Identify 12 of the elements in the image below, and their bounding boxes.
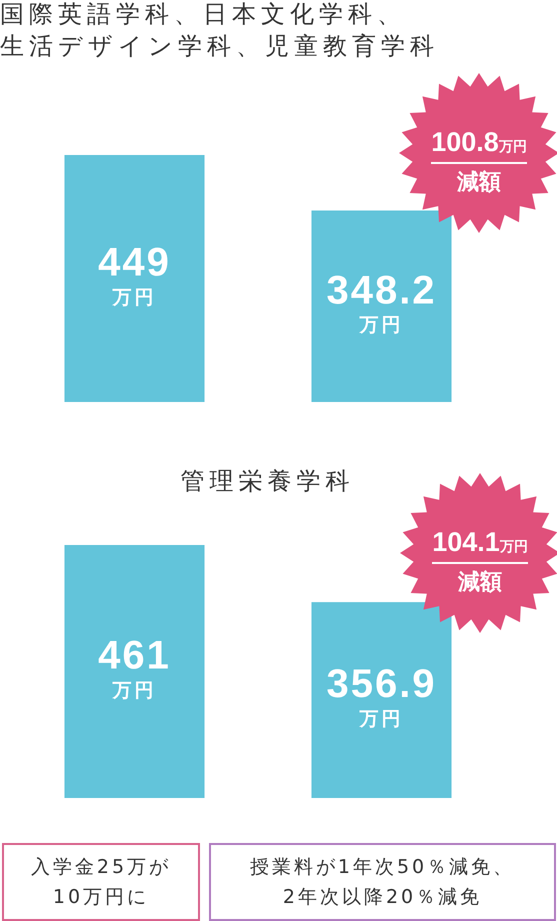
annotation: 100.8万円 [431, 127, 527, 157]
annotation: 減額 [456, 568, 503, 596]
data-label: 449万円 [98, 240, 171, 308]
annotation: 減額 [456, 168, 502, 196]
chart-title: 管理栄養学科 [180, 466, 356, 497]
data-label: 461万円 [98, 634, 171, 702]
chart-title: 国際英語学科、日本文化学科、生活デザイン学科、児童教育学科 [0, 0, 440, 62]
annotation: 104.1万円 [432, 527, 528, 557]
data-label: 348.2万円 [326, 268, 437, 336]
data-label: 356.9万円 [326, 662, 437, 730]
note-frame: 授業料が1年次50％減免、2年次以降20％減免 [209, 843, 556, 921]
note-frame: 入学金25万が10万円に [2, 843, 200, 921]
